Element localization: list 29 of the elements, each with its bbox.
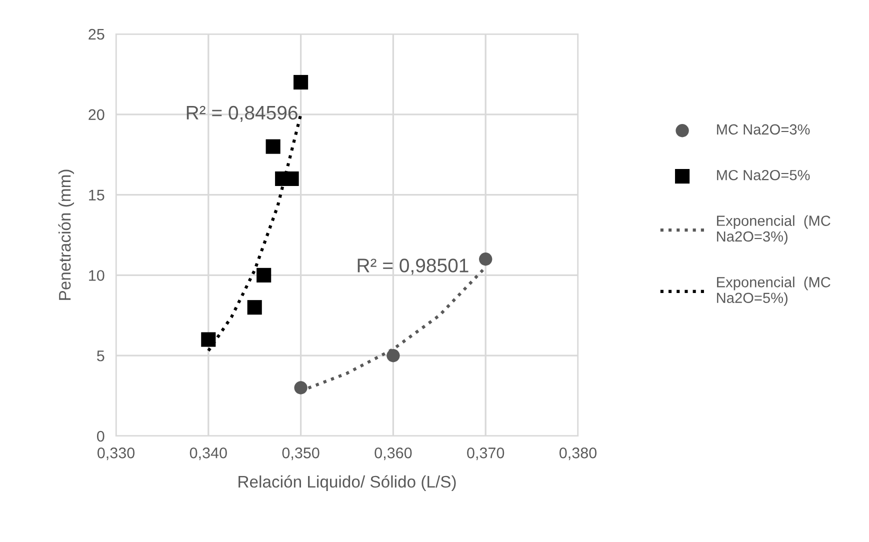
y-tick-label: 5	[97, 350, 104, 362]
annotation: R² = 0,84596	[186, 106, 298, 122]
x-tick-label: 0,380	[559, 448, 597, 460]
legend-label: MC Na2O=3%	[717, 124, 810, 135]
x-axis-title: Relación Liquido/ Sólido (L/S)	[238, 475, 456, 491]
point	[266, 139, 280, 154]
point	[201, 332, 216, 347]
point	[294, 381, 308, 394]
legend-label: Exponencial (MC Na2O=3%)	[717, 215, 830, 245]
y-tick-label: 0	[96, 430, 104, 442]
y-axis-title: Penetración (mm)	[58, 170, 74, 300]
x-tick-label: 0,360	[374, 448, 412, 460]
y-tick-label: 20	[88, 109, 104, 120]
legend-label: Exponencial (MC Na2O=5%)	[717, 276, 830, 306]
legend-label: MC Na2O=5%	[717, 170, 810, 180]
y-tick-label: 25	[88, 28, 104, 40]
point	[256, 268, 272, 282]
point	[479, 252, 492, 266]
x-tick-label: 0,340	[190, 448, 227, 460]
y-tick-label: 10	[89, 270, 104, 281]
point	[284, 171, 299, 186]
point	[386, 349, 400, 362]
x-tick-label: 0,350	[282, 448, 320, 460]
x-tick-label: 0,330	[97, 448, 135, 460]
point	[247, 300, 262, 315]
y-tick-label: 15	[89, 190, 104, 200]
annotation: R² = 0,98501	[358, 258, 468, 275]
x-tick-label: 0,370	[467, 448, 504, 460]
point	[294, 74, 308, 90]
